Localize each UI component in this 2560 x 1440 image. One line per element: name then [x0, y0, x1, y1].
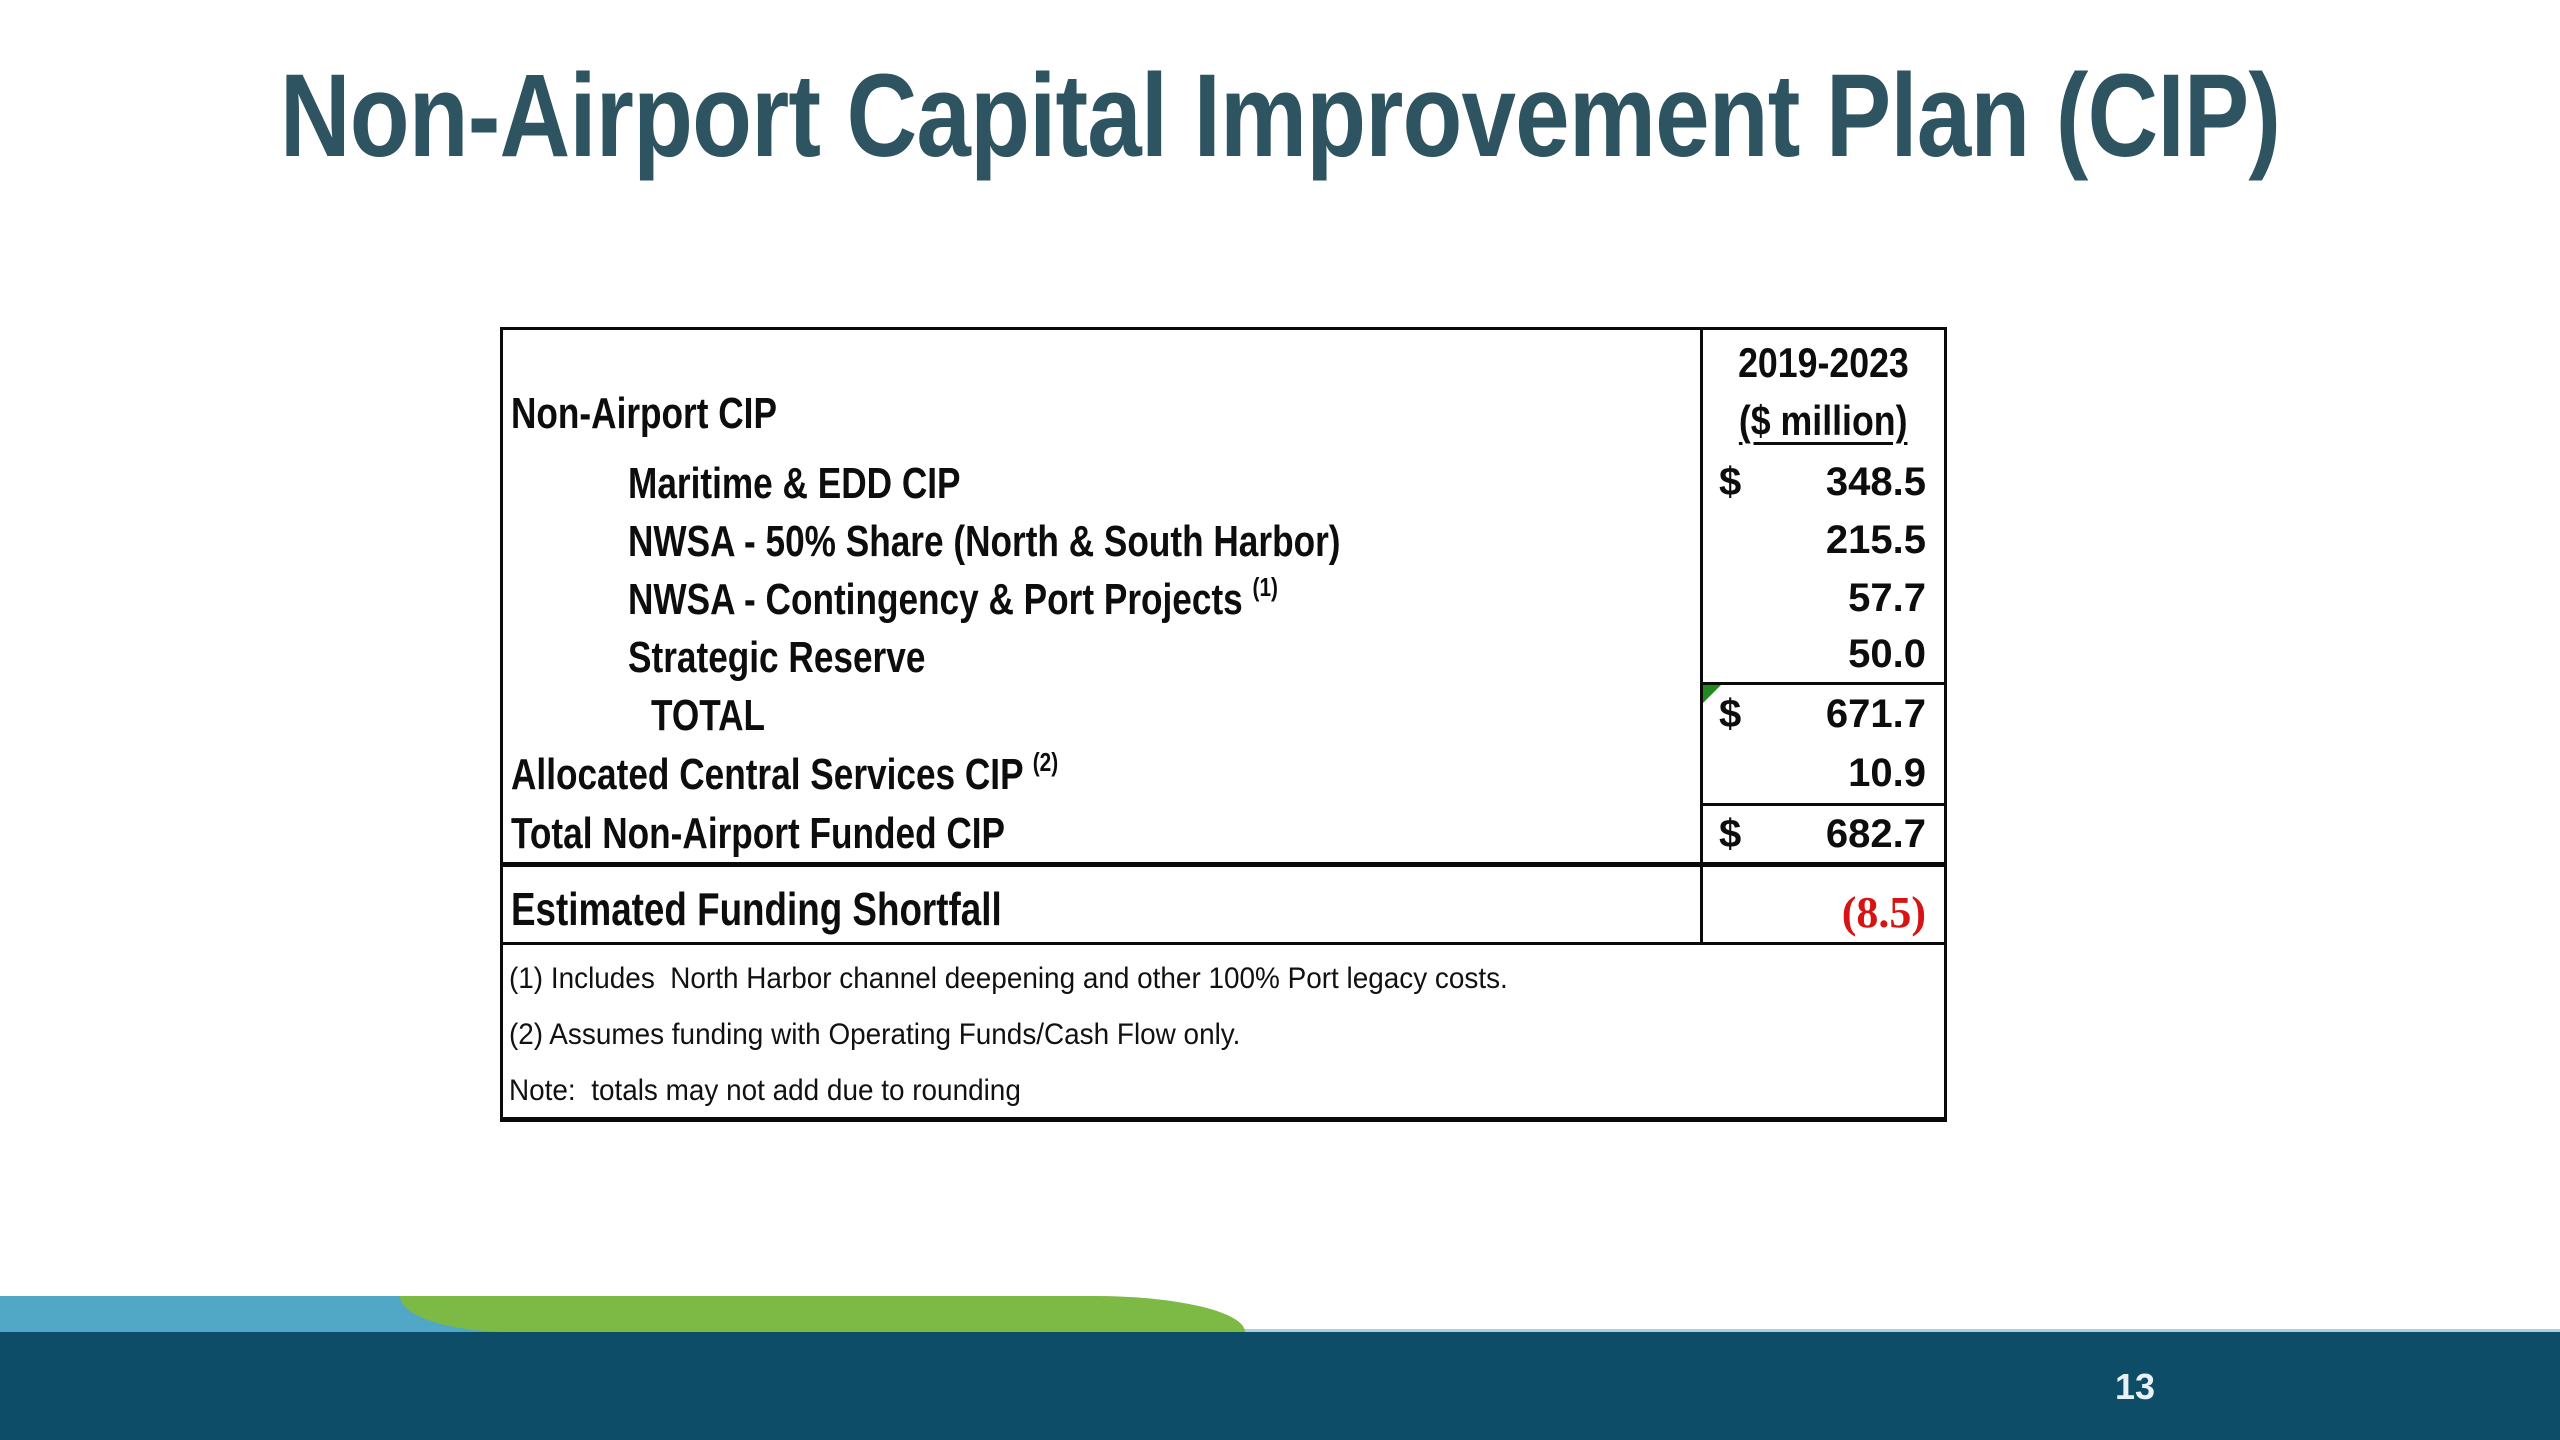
- row-value: 50.0: [1848, 632, 1926, 676]
- row-label-cell: NWSA - 50% Share (North & South Harbor): [503, 511, 1700, 569]
- currency-symbol: $: [1719, 811, 1742, 856]
- footnote-1: (1) Includes North Harbor channel deepen…: [509, 962, 1508, 995]
- row-value: 671.7: [1825, 692, 1926, 736]
- table-row-grand-total: Total Non-Airport Funded CIP $ 682.7: [503, 803, 1944, 862]
- shortfall-value-cell: (8.5): [1700, 867, 1944, 942]
- footer-hairline: [0, 1329, 2560, 1332]
- row-label-cell: TOTAL: [503, 685, 1700, 744]
- row-value-cell: $ 671.7: [1700, 685, 1944, 744]
- row-label-cell: Allocated Central Services CIP (2): [503, 744, 1700, 803]
- table-header-row: Non-Airport CIP 2019-2023 ($ million): [503, 330, 1944, 453]
- shortfall-value: (8.5): [1841, 888, 1926, 937]
- column-header-unit: ($ million): [1739, 396, 1908, 444]
- row-label-cell: Total Non-Airport Funded CIP: [503, 803, 1700, 862]
- row-label: TOTAL: [651, 691, 766, 740]
- cip-table: Non-Airport CIP 2019-2023 ($ million) Ma…: [500, 327, 1947, 1122]
- green-corner-marker-icon: [1703, 685, 1721, 703]
- table-row: NWSA - Contingency & Port Projects (1) 5…: [503, 569, 1944, 627]
- row-value-cell: $ 682.7: [1700, 803, 1944, 862]
- row-value: 215.5: [1825, 517, 1926, 562]
- currency-symbol: $: [1719, 692, 1742, 736]
- row-label: NWSA - 50% Share (North & South Harbor): [628, 516, 1341, 566]
- footnote-ref: (1): [1252, 571, 1278, 602]
- table-row: Strategic Reserve 50.0: [503, 627, 1944, 685]
- page-number: 13: [2114, 1366, 2156, 1407]
- row-label: Maritime & EDD CIP: [628, 458, 961, 508]
- footnote-ref: (2): [1032, 747, 1059, 777]
- slide-title-text: Non-Airport Capital Improvement Plan (CI…: [279, 50, 2281, 182]
- table-row-total: TOTAL $ 671.7: [503, 685, 1944, 744]
- row-label-cell: Strategic Reserve: [503, 627, 1700, 685]
- footnote-rounding-note: Note: totals may not add due to rounding: [509, 1074, 1021, 1107]
- row-value: 10.9: [1848, 751, 1926, 795]
- row-value-cell: $ 348.5: [1700, 453, 1944, 511]
- row-label-cell: NWSA - Contingency & Port Projects (1): [503, 569, 1700, 627]
- footnotes-section: (1) Includes North Harbor channel deepen…: [503, 945, 1944, 1111]
- row-label: Allocated Central Services CIP: [511, 750, 1023, 799]
- header-value-cell: 2019-2023 ($ million): [1700, 330, 1944, 453]
- table-row: NWSA - 50% Share (North & South Harbor) …: [503, 511, 1944, 569]
- cip-table-main-section: Non-Airport CIP 2019-2023 ($ million) Ma…: [503, 330, 1944, 867]
- shortfall-label: Estimated Funding Shortfall: [511, 883, 1002, 935]
- slide-title: Non-Airport Capital Improvement Plan (CI…: [0, 52, 2560, 180]
- row-value: 682.7: [1825, 811, 1926, 856]
- row-value-cell: 10.9: [1700, 744, 1944, 803]
- shortfall-label-cell: Estimated Funding Shortfall: [503, 867, 1700, 942]
- currency-symbol: $: [1719, 459, 1742, 504]
- row-value-cell: 57.7: [1700, 569, 1944, 627]
- row-value: 57.7: [1848, 575, 1926, 620]
- row-value-cell: 50.0: [1700, 627, 1944, 685]
- table-row: Maritime & EDD CIP $ 348.5: [503, 453, 1944, 511]
- footer-band: [0, 1332, 2560, 1440]
- row-label-cell: Maritime & EDD CIP: [503, 453, 1700, 511]
- wave-green-shape: [400, 1296, 1245, 1332]
- row-label: Total Non-Airport Funded CIP: [511, 809, 1006, 858]
- footnote-2: (2) Assumes funding with Operating Funds…: [509, 1018, 1241, 1051]
- table-section-title: Non-Airport CIP: [511, 389, 777, 438]
- shortfall-row: Estimated Funding Shortfall (8.5): [503, 867, 1944, 945]
- table-row: Allocated Central Services CIP (2) 10.9: [503, 744, 1944, 803]
- row-value: 348.5: [1825, 459, 1926, 504]
- column-header-period: 2019-2023: [1738, 338, 1909, 386]
- row-label: NWSA - Contingency & Port Projects: [628, 574, 1243, 624]
- header-label-cell: Non-Airport CIP: [503, 330, 1700, 453]
- row-label: Strategic Reserve: [628, 632, 926, 682]
- row-value-cell: 215.5: [1700, 511, 1944, 569]
